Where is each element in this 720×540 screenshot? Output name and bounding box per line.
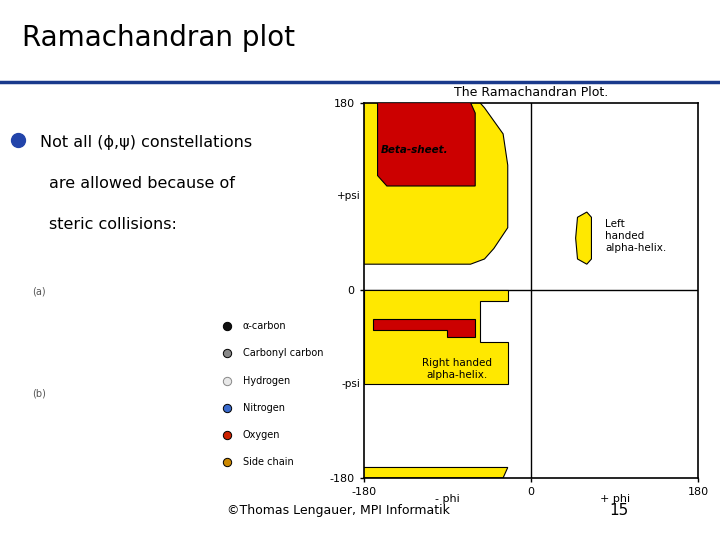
Text: Carbonyl carbon: Carbonyl carbon — [243, 348, 323, 359]
Text: steric collisions:: steric collisions: — [49, 218, 177, 232]
Polygon shape — [364, 468, 508, 478]
Polygon shape — [373, 320, 475, 337]
Text: Oxygen: Oxygen — [243, 430, 280, 440]
Text: - phi: - phi — [435, 494, 459, 503]
Text: + phi: + phi — [600, 494, 630, 503]
Text: Side chain: Side chain — [243, 457, 293, 467]
Text: Hydrogen: Hydrogen — [243, 375, 290, 386]
Polygon shape — [377, 103, 475, 186]
Polygon shape — [364, 291, 508, 384]
Text: ©Thomas Lengauer, MPI Informatik: ©Thomas Lengauer, MPI Informatik — [227, 504, 450, 517]
Text: -psi: -psi — [342, 379, 361, 389]
Polygon shape — [576, 212, 591, 264]
Text: 15: 15 — [610, 503, 629, 518]
Text: (b): (b) — [32, 388, 46, 398]
Text: Left
handed
alpha-helix.: Left handed alpha-helix. — [606, 219, 667, 253]
Text: are allowed because of: are allowed because of — [49, 176, 235, 191]
Title: The Ramachandran Plot.: The Ramachandran Plot. — [454, 86, 608, 99]
Polygon shape — [364, 103, 508, 264]
Text: Right handed
alpha-helix.: Right handed alpha-helix. — [422, 358, 492, 380]
Text: Ramachandran plot: Ramachandran plot — [22, 24, 294, 52]
Text: Beta-sheet.: Beta-sheet. — [381, 145, 449, 154]
Text: +psi: +psi — [337, 191, 361, 201]
Text: (a): (a) — [32, 286, 46, 296]
Text: α-carbon: α-carbon — [243, 321, 287, 331]
Text: Not all (ϕ,ψ) constellations: Not all (ϕ,ψ) constellations — [40, 135, 252, 150]
Text: Nitrogen: Nitrogen — [243, 403, 284, 413]
